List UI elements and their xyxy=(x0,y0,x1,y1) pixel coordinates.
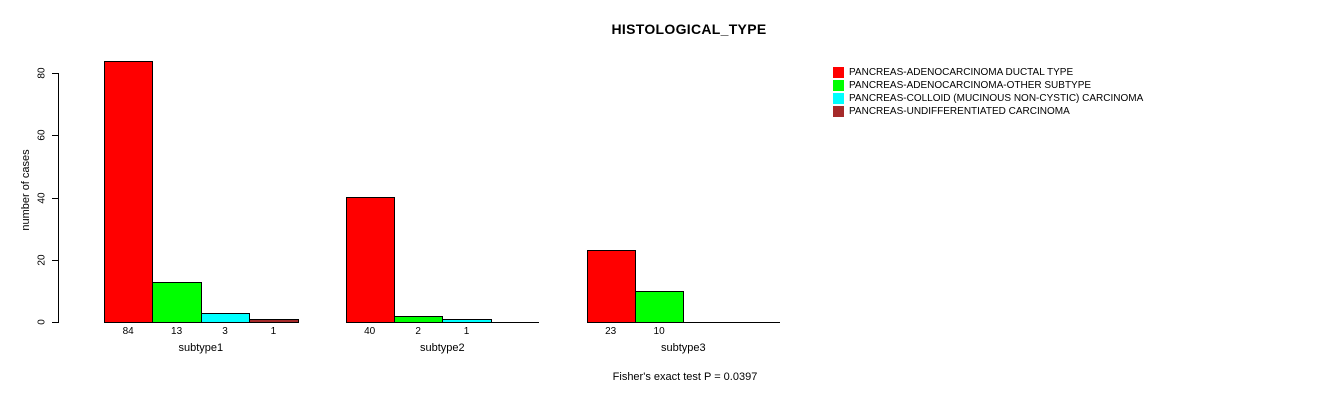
legend: PANCREAS-ADENOCARCINOMA DUCTAL TYPE PANCR… xyxy=(833,66,1143,118)
bar xyxy=(200,313,251,323)
bar-value-label: 23 xyxy=(605,326,617,337)
bar xyxy=(152,282,202,323)
bar xyxy=(634,291,685,323)
bar-value-label: 1 xyxy=(463,326,470,337)
bar-value-label: 84 xyxy=(122,326,134,337)
y-axis-tick xyxy=(52,73,59,74)
bar xyxy=(393,316,444,323)
annotation-fisher-test: Fisher's exact test P = 0.0397 xyxy=(612,371,758,383)
legend-color-swatch xyxy=(833,67,844,78)
legend-color-swatch xyxy=(833,80,844,91)
bar-value-label: 1 xyxy=(270,326,277,337)
legend-row: PANCREAS-ADENOCARCINOMA DUCTAL TYPE xyxy=(833,66,1143,79)
y-tick-label: 40 xyxy=(36,191,48,204)
y-axis-label: number of cases xyxy=(20,149,32,231)
y-tick-label: 80 xyxy=(36,67,48,79)
bar-value-label: 40 xyxy=(364,326,376,337)
y-axis-tick xyxy=(52,197,59,199)
y-axis-tick xyxy=(52,322,59,323)
y-axis-tick xyxy=(52,259,59,261)
legend-label: PANCREAS-UNDIFFERENTIATED CARCINOMA xyxy=(849,106,1070,117)
bar xyxy=(586,250,636,323)
legend-color-swatch xyxy=(833,93,844,104)
legend-label: PANCREAS-ADENOCARCINOMA DUCTAL TYPE xyxy=(849,67,1074,78)
bar-value-label: 2 xyxy=(415,326,421,337)
x-group-label: subtype1 xyxy=(178,342,224,354)
bar xyxy=(442,319,492,323)
y-axis-tick xyxy=(52,135,59,137)
y-tick-label: 0 xyxy=(36,319,48,325)
bar xyxy=(249,319,299,323)
bar xyxy=(345,197,395,323)
legend-row: PANCREAS-COLLOID (MUCINOUS NON-CYSTIC) C… xyxy=(833,92,1143,105)
x-group-label: subtype2 xyxy=(419,342,465,354)
legend-row: PANCREAS-UNDIFFERENTIATED CARCINOMA xyxy=(833,105,1143,118)
legend-label: PANCREAS-COLLOID (MUCINOUS NON-CYSTIC) C… xyxy=(849,93,1144,104)
y-tick-label: 60 xyxy=(36,129,48,141)
bar-value-label: 13 xyxy=(171,326,183,337)
legend-row: PANCREAS-ADENOCARCINOMA-OTHER SUBTYPE xyxy=(833,79,1143,92)
bar-value-label: 10 xyxy=(653,326,665,337)
legend-color-swatch xyxy=(833,106,844,117)
y-tick-label: 20 xyxy=(36,254,48,266)
x-group-label: subtype3 xyxy=(660,342,706,354)
bar-value-label: 3 xyxy=(222,326,228,337)
chart-title: HISTOLOGICAL_TYPE xyxy=(611,21,767,37)
legend-label: PANCREAS-ADENOCARCINOMA-OTHER SUBTYPE xyxy=(849,80,1092,91)
bar xyxy=(104,61,154,323)
